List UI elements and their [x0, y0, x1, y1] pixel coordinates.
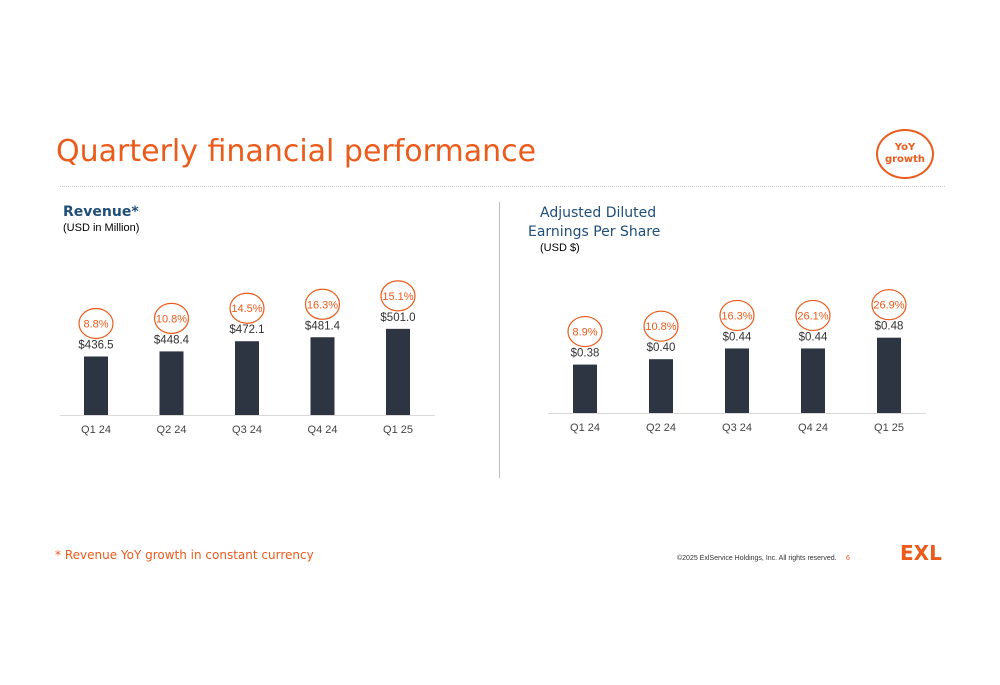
eps-category-label: Q2 24: [646, 422, 676, 434]
eps-value-label: $0.38: [571, 348, 600, 360]
eps-value-label: $0.40: [647, 342, 676, 354]
revenue-bar: [235, 341, 259, 415]
eps-category-label: Q3 24: [722, 422, 752, 434]
revenue-category-label: Q4 24: [308, 424, 338, 436]
exl-logo: EXL: [900, 541, 942, 565]
revenue-bar: [386, 328, 410, 415]
revenue-value-label: $436.5: [78, 340, 113, 352]
eps-yoy-growth-label: 8.9%: [572, 327, 597, 339]
copyright-text: ©2025 ExlService Holdings, Inc. All righ…: [677, 555, 837, 562]
revenue-yoy-growth-label: 15.1%: [382, 291, 413, 303]
eps-category-label: Q1 25: [874, 422, 904, 434]
footnote: * Revenue YoY growth in constant currenc…: [55, 548, 314, 562]
eps-yoy-growth-label: 16.3%: [721, 310, 752, 322]
revenue-value-label: $501.0: [380, 312, 415, 324]
eps-yoy-growth-label: 26.1%: [797, 310, 828, 322]
yoy-badge-line-1: YoY: [894, 142, 916, 153]
eps-yoy-growth-circle: [567, 315, 603, 348]
revenue-yoy-growth-label: 16.3%: [307, 299, 338, 311]
eps-value-label: $0.44: [723, 331, 752, 343]
slide-title: Quarterly financial performance: [56, 134, 537, 169]
eps-bar: [649, 359, 673, 413]
eps-bar-chart: $0.38 8.9% Q1 24 $0.40 10.8% Q2 24 $0.44 16.3% Q…: [548, 289, 926, 434]
revenue-yoy-growth-circle: [229, 292, 265, 324]
eps-bar: [801, 348, 825, 413]
eps-bar: [725, 348, 749, 413]
eps-chart-title-line-1: Adjusted Diluted: [540, 205, 657, 221]
revenue-category-label: Q2 24: [157, 424, 187, 436]
page-number: 6: [846, 555, 850, 562]
revenue-value-label: $481.4: [305, 320, 341, 332]
revenue-yoy-growth-circle: [78, 307, 114, 340]
eps-chart-title-line-2: Earnings Per Share: [528, 224, 661, 240]
eps-yoy-growth-circle: [719, 299, 755, 332]
revenue-category-label: Q1 24: [81, 424, 111, 436]
revenue-yoy-growth-label: 8.8%: [83, 319, 108, 331]
eps-yoy-growth-label: 26.9%: [873, 300, 904, 312]
eps-bar: [877, 337, 901, 413]
revenue-chart-subtitle: (USD in Million): [63, 222, 140, 234]
revenue-yoy-growth-label: 14.5%: [231, 303, 262, 315]
yoy-badge-line-2: growth: [884, 154, 926, 165]
revenue-bar: [159, 351, 184, 415]
revenue-bar: [310, 337, 335, 415]
revenue-bar-chart: $436.5 8.8% Q1 24 $448.4 10.8% Q2 24 $472.1 14.…: [60, 280, 435, 436]
revenue-category-label: Q1 25: [383, 424, 413, 436]
eps-category-label: Q4 24: [798, 422, 828, 434]
revenue-yoy-growth-circle: [380, 280, 416, 312]
revenue-chart-title: Revenue*: [63, 204, 139, 220]
eps-category-label: Q1 24: [570, 422, 600, 434]
panel-divider: [499, 202, 500, 478]
revenue-category-label: Q3 24: [232, 424, 262, 436]
title-divider: [60, 186, 945, 187]
revenue-yoy-growth-circle: [304, 288, 341, 320]
eps-value-label: $0.44: [799, 331, 828, 343]
yoy-growth-legend-badge: YoY growth: [876, 129, 934, 179]
eps-yoy-growth-circle: [643, 310, 679, 342]
eps-yoy-growth-label: 10.8%: [645, 321, 676, 333]
revenue-yoy-growth-circle: [153, 302, 190, 334]
eps-value-label: $0.48: [875, 321, 904, 333]
eps-chart-subtitle: (USD $): [540, 242, 580, 254]
eps-yoy-growth-circle: [795, 299, 831, 332]
revenue-yoy-growth-label: 10.8%: [156, 313, 187, 325]
revenue-value-label: $448.4: [154, 334, 190, 346]
revenue-bar: [84, 356, 108, 415]
revenue-value-label: $472.1: [229, 324, 264, 336]
eps-yoy-growth-circle: [871, 289, 907, 321]
eps-bar: [573, 364, 597, 413]
